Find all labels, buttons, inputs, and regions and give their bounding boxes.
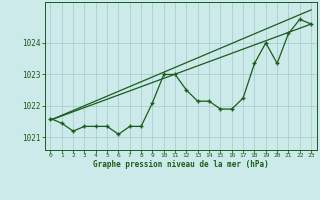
X-axis label: Graphe pression niveau de la mer (hPa): Graphe pression niveau de la mer (hPa) [93, 160, 269, 169]
